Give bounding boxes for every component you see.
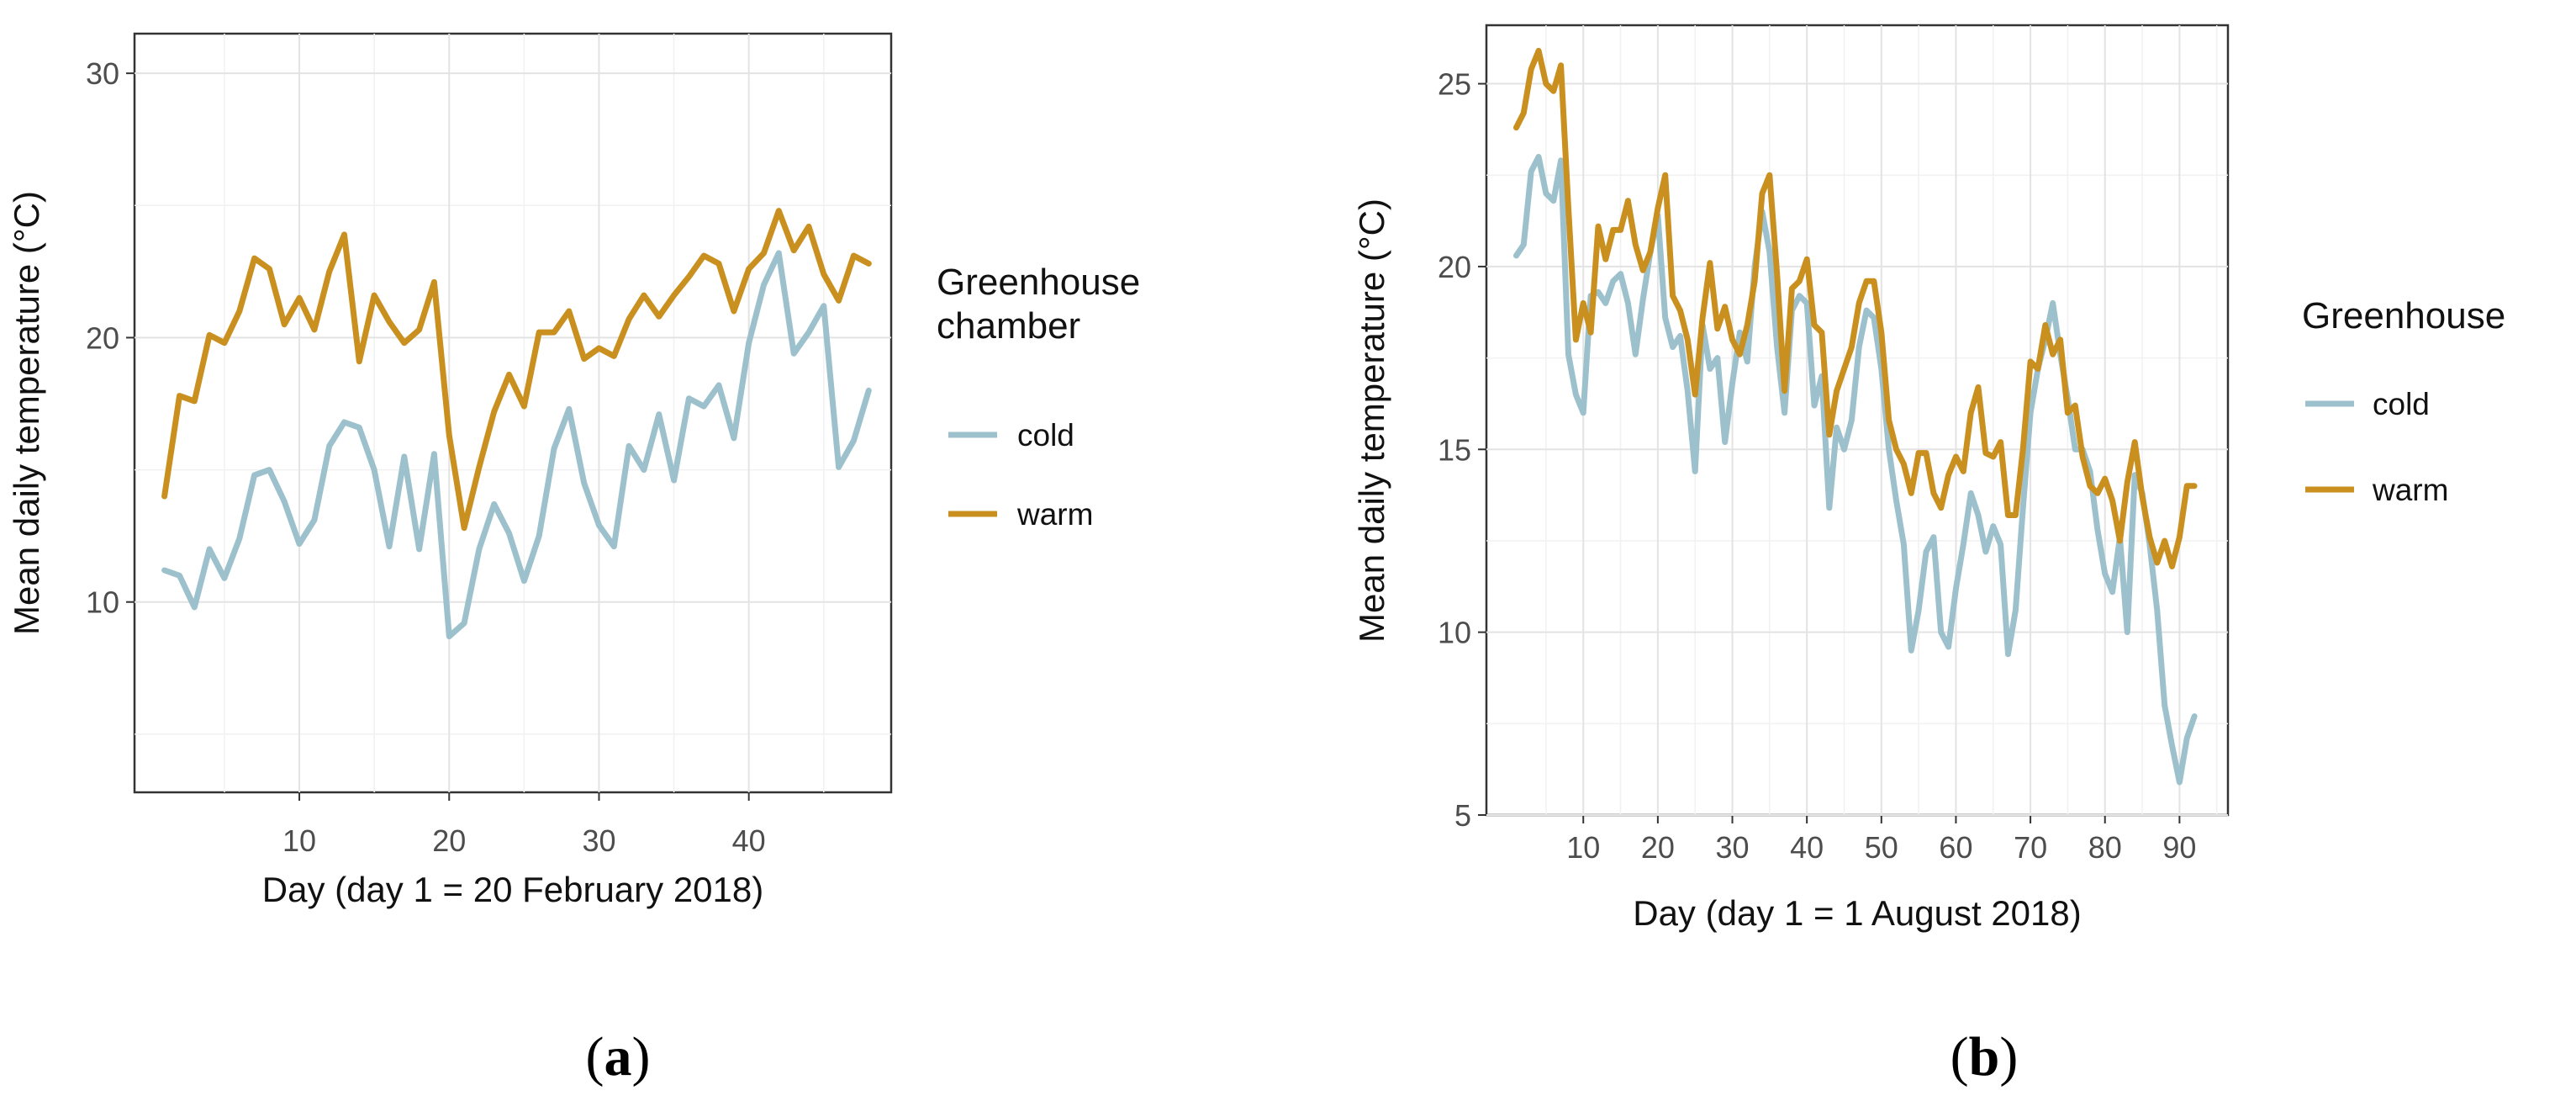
panel-a-major-grid xyxy=(126,34,891,801)
panel-b-legend-title: Greenhouse xyxy=(2302,295,2505,336)
panel-b-x-axis-label: Day (day 1 = 1 August 2018) xyxy=(1633,893,2082,933)
panel-b-y-tick-label: 15 xyxy=(1438,432,1471,467)
panel-a-y-tick-label: 30 xyxy=(86,56,119,91)
panel-a-series-line-cold xyxy=(161,250,872,640)
panel-a: 10 20 30 10 20 30 40 Mean daily temperature (… xyxy=(7,32,1140,1088)
panel-b-x-tick-label: 10 xyxy=(1566,830,1600,865)
panel-a-x-tick-label: 10 xyxy=(282,823,316,858)
panel-b-x-tick-label: 40 xyxy=(1790,830,1824,865)
panel-b-y-tick-label: 5 xyxy=(1454,798,1471,833)
panel-a-x-tick-label: 20 xyxy=(432,823,466,858)
panel-b: 5 10 15 20 25 10 20 30 40 50 60 70 80 90 Mean daily … xyxy=(1352,24,2505,1088)
panel-a-x-tick-label: 40 xyxy=(732,823,766,858)
panel-b-series-line-cold xyxy=(1513,154,2198,786)
panel-b-y-tick-label: 25 xyxy=(1438,67,1471,102)
panel-a-legend-title: Greenhouse chamber xyxy=(937,262,1140,347)
panel-a-y-tick-labels: 10 20 30 xyxy=(86,56,119,620)
panel-a-y-tick-label: 20 xyxy=(86,320,119,355)
panel-b-caption-letter: b xyxy=(1969,1026,2000,1088)
panel-b-frame xyxy=(1485,24,2230,817)
panel-b-legend-label-cold: cold xyxy=(2373,387,2430,421)
panel-b-y-tick-label: 10 xyxy=(1438,616,1471,650)
panel-a-series-lines xyxy=(161,208,872,640)
panel-a-x-axis-label: Day (day 1 = 20 February 2018) xyxy=(262,870,764,909)
panel-a-caption-letter: a xyxy=(604,1026,632,1088)
panel-b-y-tick-labels: 5 10 15 20 25 xyxy=(1438,67,1471,833)
panel-b-caption: (b) xyxy=(1950,1026,2019,1088)
panel-b-legend-label-warm: warm xyxy=(2372,473,2448,507)
panel-b-x-tick-labels: 10 20 30 40 50 60 70 80 90 xyxy=(1566,830,2196,865)
panel-a-y-tick-label: 10 xyxy=(86,585,119,620)
panel-b-minor-grid xyxy=(1486,25,2228,815)
panel-a-legend-label-cold: cold xyxy=(1017,418,1074,453)
panel-b-series-lines xyxy=(1513,47,2198,786)
panel-b-x-tick-label: 30 xyxy=(1715,830,1749,865)
panel-b-x-tick-label: 50 xyxy=(1865,830,1898,865)
panel-b-x-tick-label: 80 xyxy=(2088,830,2122,865)
panel-b-x-tick-label: 90 xyxy=(2162,830,2196,865)
panel-a-caption: (a) xyxy=(586,1026,651,1088)
panel-b-legend: Greenhouse cold warm xyxy=(2302,295,2505,507)
panel-b-y-axis-label: Mean daily temperature (°C) xyxy=(1352,198,1391,643)
panel-a-frame xyxy=(133,32,893,794)
panel-a-legend-label-warm: warm xyxy=(1016,497,1093,532)
panel-a-legend: Greenhouse chamber cold warm xyxy=(937,262,1140,532)
panel-b-y-tick-label: 20 xyxy=(1438,250,1471,284)
panel-b-series-line-warm xyxy=(1513,47,2198,569)
panel-a-minor-grid xyxy=(135,34,891,792)
panel-a-x-tick-labels: 10 20 30 40 xyxy=(282,823,766,858)
panel-b-x-tick-label: 70 xyxy=(2014,830,2047,865)
panel-b-x-tick-label: 60 xyxy=(1939,830,1972,865)
panel-a-series-line-warm xyxy=(161,208,872,532)
panel-b-x-tick-label: 20 xyxy=(1641,830,1675,865)
panel-a-y-axis-label: Mean daily temperature (°C) xyxy=(7,191,46,635)
panel-a-x-tick-label: 30 xyxy=(582,823,615,858)
